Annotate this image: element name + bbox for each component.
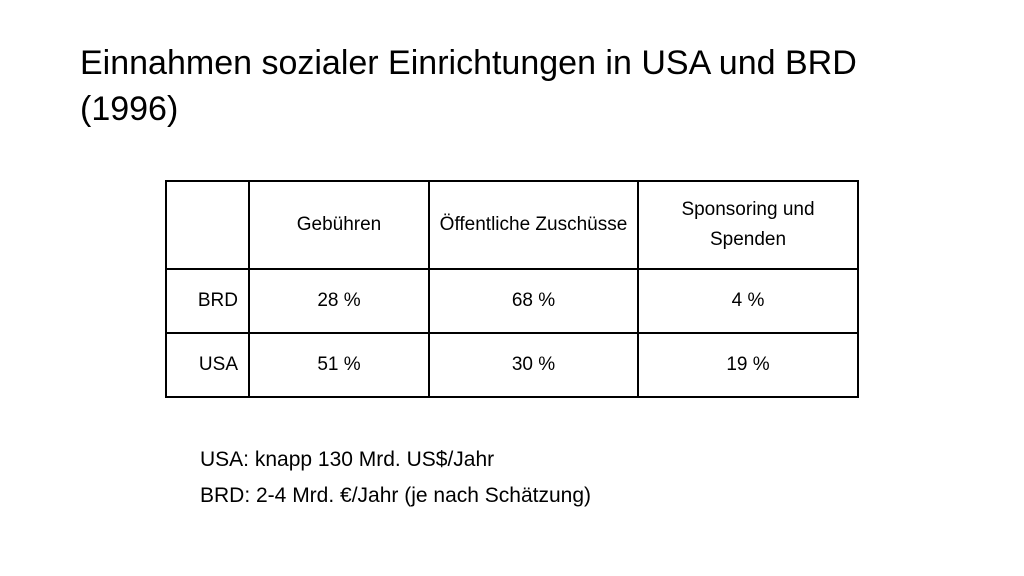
- table-cell: 68 %: [428, 268, 639, 334]
- header-row: Gebühren Öffentliche Zuschüsse Sponsoring …: [165, 180, 859, 270]
- table-cell: 51 %: [248, 332, 430, 398]
- table-cell: 30 %: [428, 332, 639, 398]
- table-cell: 4 %: [637, 268, 859, 334]
- column-header: Öffentliche Zuschüsse: [428, 180, 639, 270]
- table-cell: 19 %: [637, 332, 859, 398]
- row-label: USA: [165, 332, 250, 398]
- column-header: Gebühren: [248, 180, 430, 270]
- column-header: Sponsoring und Spenden: [637, 180, 859, 270]
- table-cell: 28 %: [248, 268, 430, 334]
- corner-cell: [165, 180, 250, 270]
- data-table: Gebühren Öffentliche Zuschüsse Sponsoring …: [165, 180, 859, 398]
- notes: USA: knapp 130 Mrd. US$/Jahr BRD: 2-4 Mrd…: [200, 442, 591, 514]
- slide-title: Einnahmen sozialer Einrichtungen in USA …: [80, 44, 857, 128]
- note-line: BRD: 2-4 Mrd. €/Jahr (je nach Schätzung): [200, 484, 592, 507]
- note-line: USA: knapp 130 Mrd. US$/Jahr: [200, 448, 495, 471]
- table-row: USA 51 % 30 % 19 %: [165, 332, 859, 398]
- row-label: BRD: [165, 268, 250, 334]
- table-row: BRD 28 % 68 % 4 %: [165, 268, 859, 334]
